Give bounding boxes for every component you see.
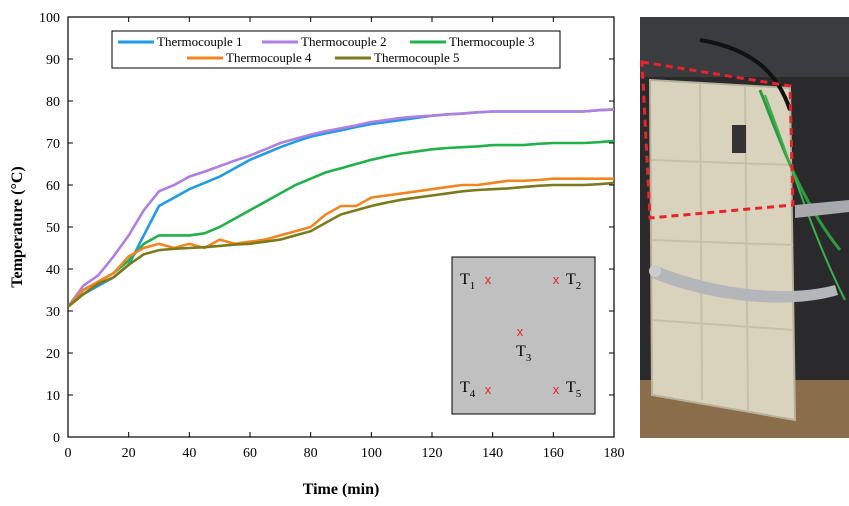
y-tick-label: 20 [46, 347, 60, 362]
y-tick-label: 60 [46, 179, 60, 194]
series-line [68, 181, 614, 308]
series-line [68, 139, 614, 308]
y-tick-label: 40 [46, 263, 60, 278]
legend [111, 30, 561, 69]
x-tick-label: 140 [482, 446, 503, 461]
y-tick-label: 10 [46, 389, 60, 404]
sensor-label: T [566, 271, 576, 288]
y-tick-label: 80 [46, 95, 60, 110]
x-axis-label: Time (min) [303, 481, 380, 498]
x-tick-label: 0 [65, 446, 72, 461]
legend-label: Thermocouple 4 [226, 50, 312, 65]
x-tick-label: 180 [604, 446, 625, 461]
sensor-label-sub: 4 [470, 388, 476, 400]
legend-label: Thermocouple 1 [157, 34, 243, 49]
y-tick-label: 100 [39, 11, 60, 26]
x-tick-label: 60 [243, 446, 257, 461]
photo [640, 17, 849, 438]
y-axis-label: Temperature (°C) [9, 166, 26, 287]
legend-label: Thermocouple 3 [449, 34, 535, 49]
x-tick-label: 120 [422, 446, 443, 461]
series-line [68, 108, 614, 308]
y-tick-label: 50 [46, 221, 60, 236]
y-tick-label: 70 [46, 137, 60, 152]
sensor-label-sub: 1 [470, 280, 476, 292]
sensor-label: T [566, 379, 576, 396]
sensor-label: T [516, 343, 526, 360]
y-tick-label: 90 [46, 53, 60, 68]
svg-text:x: x [485, 382, 492, 397]
svg-text:x: x [553, 382, 560, 397]
inset-diagram: x x x x x T 1 T 2T 3T 4 T 5 [451, 256, 596, 415]
sensor-label-sub: 5 [576, 388, 582, 400]
legend-label: Thermocouple 5 [374, 50, 460, 65]
sensor-label-sub: 2 [576, 280, 582, 292]
x-tick-label: 40 [182, 446, 196, 461]
svg-text:x: x [553, 272, 560, 287]
legend-label: Thermocouple 2 [301, 34, 387, 49]
sensor-label: T [460, 271, 470, 288]
x-tick-label: 20 [122, 446, 136, 461]
y-tick-label: 0 [53, 431, 60, 446]
series-line [68, 177, 614, 308]
svg-text:x: x [517, 324, 524, 339]
sensor-label-sub: 3 [526, 352, 532, 364]
sensor-label: T [460, 379, 470, 396]
x-tick-label: 80 [304, 446, 318, 461]
svg-text:x: x [485, 272, 492, 287]
y-tick-label: 30 [46, 305, 60, 320]
x-tick-label: 100 [361, 446, 382, 461]
x-tick-label: 160 [543, 446, 564, 461]
